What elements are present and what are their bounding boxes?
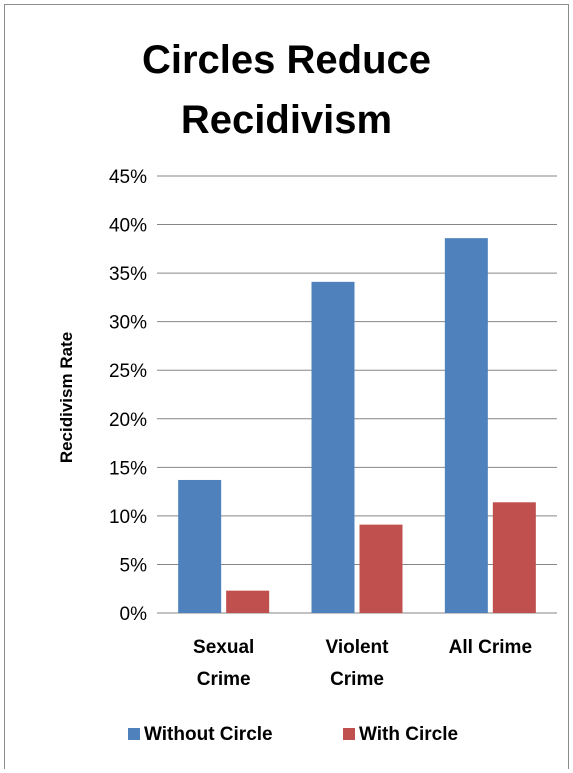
y-tick-label: 0% <box>120 604 148 625</box>
y-tick-label: 5% <box>120 555 148 576</box>
x-tick-label: Sexual <box>193 637 254 658</box>
legend-label: With Circle <box>359 724 458 745</box>
bar <box>359 524 403 613</box>
bar <box>444 238 488 613</box>
bar <box>178 479 222 613</box>
legend-label: Without Circle <box>144 724 273 745</box>
y-tick-label: 30% <box>109 313 147 334</box>
x-tick-label: Crime <box>330 669 384 690</box>
x-tick-label: Violent <box>326 637 390 658</box>
y-tick-label: 40% <box>109 216 147 237</box>
legend-swatch <box>128 728 140 740</box>
chart-title-line-1: Circles Reduce <box>141 38 432 82</box>
chart-title-line-2: Recidivism <box>180 98 393 142</box>
y-tick-label: 15% <box>109 458 147 479</box>
legend-swatch <box>343 728 355 740</box>
y-tick-label: 45% <box>109 167 147 188</box>
bar <box>226 590 270 613</box>
y-tick-label: 20% <box>109 410 147 431</box>
x-tick-label: All Crime <box>449 637 532 658</box>
y-tick-label: 25% <box>109 361 147 382</box>
bar <box>492 502 536 613</box>
y-tick-label: 35% <box>109 264 147 285</box>
y-axis-label: Recidivism Rate <box>57 332 76 463</box>
x-tick-label: Crime <box>197 669 251 690</box>
y-tick-label: 10% <box>109 507 147 528</box>
bar <box>311 281 355 613</box>
